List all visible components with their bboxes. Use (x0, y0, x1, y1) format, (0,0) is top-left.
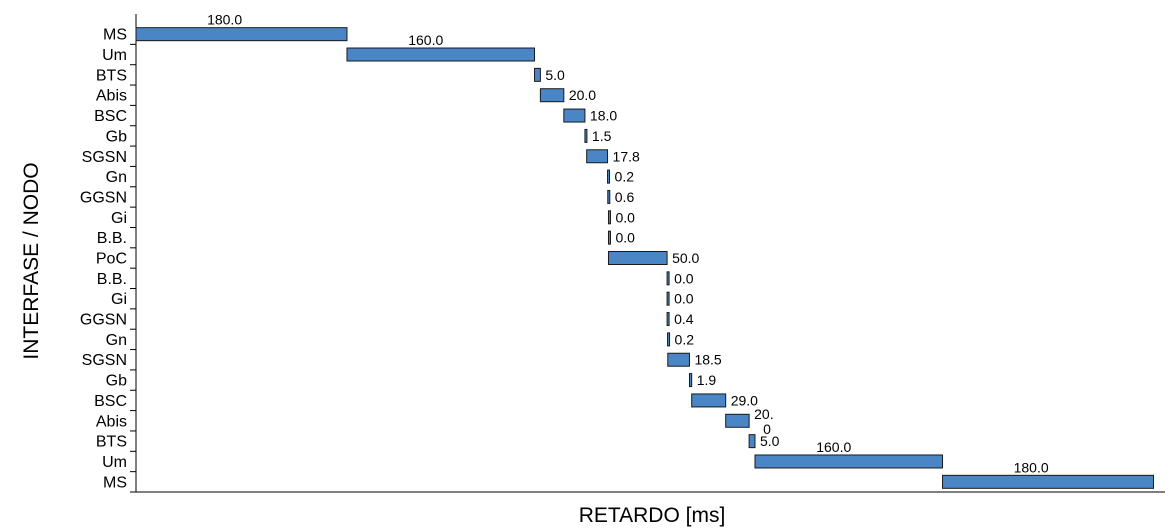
waterfall-bar (607, 189, 611, 204)
data-label: 29.0 (731, 392, 758, 408)
waterfall-bar (666, 271, 670, 286)
category-tick-label: MS (103, 474, 127, 491)
data-label: 1.5 (592, 128, 612, 144)
category-tick-label: Um (102, 454, 127, 471)
data-label: 160.0 (816, 439, 851, 455)
x-axis-title: RETARDO [ms] (579, 504, 726, 527)
y-axis-title: INTERFASE / NODO (20, 162, 43, 359)
data-label: 0.2 (675, 331, 695, 347)
category-tick-label: Gb (106, 128, 127, 145)
data-label: 160.0 (408, 32, 443, 48)
category-tick-label: BTS (96, 434, 127, 451)
category-tick-label: Um (102, 47, 127, 64)
data-label: 180.0 (207, 12, 242, 28)
data-label: 0.4 (674, 311, 694, 327)
category-tick-label: SGSN (82, 149, 127, 166)
waterfall-bar (534, 67, 541, 82)
category-tick-label: Abis (96, 413, 127, 430)
waterfall-bar (688, 373, 693, 388)
waterfall-bar (754, 454, 944, 469)
waterfall-bar (539, 88, 565, 103)
waterfall-bar (667, 332, 671, 347)
category-tick-layer: MS Um BTS Abis BSC Gb SGSN Gn GGSN Gi B.B. PoC B.B. G… (80, 27, 136, 493)
waterfall-bar (586, 149, 609, 164)
category-tick-label: B.B. (97, 230, 127, 247)
data-label: 20.0 (569, 87, 596, 103)
data-label: 0.0 (674, 291, 694, 307)
waterfall-bar (666, 291, 670, 306)
category-tick-label: MS (103, 27, 127, 44)
data-label: 20.0 (754, 406, 773, 437)
data-label: 50.0 (672, 250, 699, 266)
waterfall-bar (607, 169, 611, 184)
data-label: 0.6 (615, 189, 635, 205)
data-label: 17.8 (613, 148, 640, 164)
waterfall-bar (135, 27, 348, 42)
category-tick-label: BSC (94, 393, 127, 410)
category-tick-label: B.B. (97, 271, 127, 288)
category-tick-label: GGSN (80, 312, 127, 329)
category-tick-label: Gi (111, 291, 127, 308)
category-tick-label: BTS (96, 67, 127, 84)
waterfall-bar (607, 210, 611, 225)
category-tick-label: BSC (94, 108, 127, 125)
category-tick-label: Gn (106, 169, 127, 186)
data-label: 0.0 (615, 230, 635, 246)
waterfall-bar (607, 230, 611, 245)
category-tick-label: Gb (106, 373, 127, 390)
data-label: 1.9 (697, 372, 717, 388)
data-label-layer: 180.0160.05.020.018.01.517.80.20.60.00.0… (207, 12, 1049, 476)
category-tick-label: Gn (106, 332, 127, 349)
waterfall-bar (607, 251, 668, 265)
waterfall-bar (942, 474, 1155, 489)
category-tick-label: PoC (96, 251, 127, 268)
waterfall-bar (725, 413, 750, 428)
waterfall-bar (667, 352, 690, 367)
chart-axes (135, 14, 1165, 493)
category-tick-label: SGSN (82, 352, 127, 369)
waterfall-bar (346, 47, 536, 62)
data-label: 0.0 (615, 209, 635, 225)
data-label: 0.2 (615, 169, 635, 185)
waterfall-bar (691, 393, 727, 408)
data-label: 18.5 (694, 352, 721, 368)
data-label: 5.0 (760, 433, 780, 449)
data-label: 18.0 (590, 108, 617, 124)
waterfall-bar (563, 108, 586, 123)
category-tick-label: Abis (96, 88, 127, 105)
waterfall-bar (584, 128, 588, 143)
data-label: 180.0 (1014, 459, 1049, 475)
bar-layer (135, 27, 1155, 489)
data-label: 0.0 (674, 270, 694, 286)
data-label: 5.0 (545, 67, 565, 83)
category-tick-label: GGSN (80, 189, 127, 206)
category-tick-label: Gi (111, 210, 127, 227)
waterfall-bar (748, 434, 756, 449)
waterfall-bar (666, 312, 670, 327)
